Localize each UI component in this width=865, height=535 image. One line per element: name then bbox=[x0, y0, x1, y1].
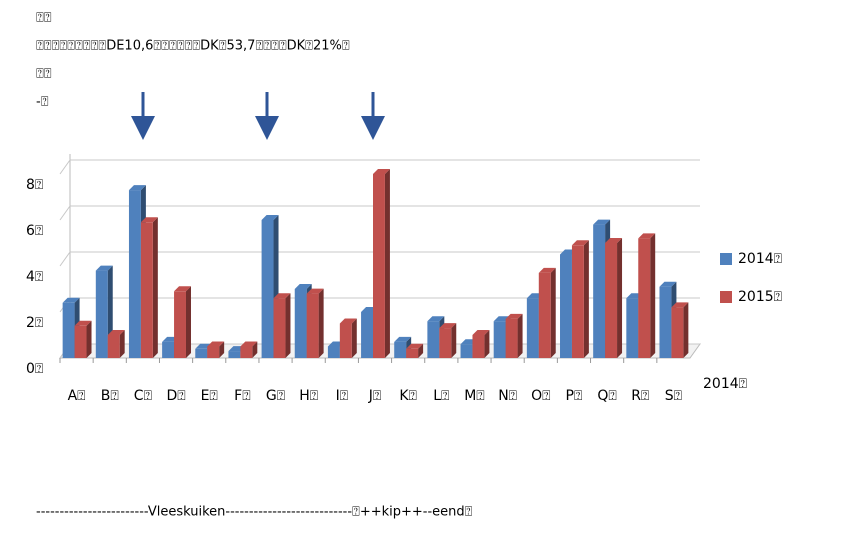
x-tick-label: H⍰ bbox=[299, 388, 318, 404]
annotation: ⍰⍰ bbox=[36, 67, 52, 82]
x-tick-label: J⍰ bbox=[368, 388, 382, 404]
x-tick-label: N⍰ bbox=[498, 388, 517, 404]
annotation: ⍰⍰ bbox=[36, 11, 52, 26]
x-tick-label: C⍰ bbox=[134, 388, 152, 404]
bar bbox=[538, 267, 556, 358]
x-tick-label: B⍰ bbox=[101, 388, 119, 404]
y-tick-label: 0⍰ bbox=[26, 361, 43, 377]
x-tick-label: O⍰ bbox=[531, 388, 550, 404]
x-tick-label: R⍰ bbox=[631, 388, 649, 404]
grid-line bbox=[59, 159, 700, 175]
x-tick-label: L⍰ bbox=[433, 388, 449, 404]
bar bbox=[571, 240, 589, 358]
x-tick-label: S⍰ bbox=[665, 388, 682, 404]
bar bbox=[140, 217, 158, 358]
x-tick-label: I⍰ bbox=[336, 388, 349, 404]
bar bbox=[207, 341, 225, 358]
y-tick-label: 4⍰ bbox=[26, 269, 43, 285]
bar bbox=[240, 341, 258, 358]
x-tick-label: M⍰ bbox=[464, 388, 484, 404]
legend-label: 2014⍰ bbox=[738, 251, 782, 267]
bar bbox=[174, 286, 191, 358]
bar bbox=[107, 330, 125, 358]
y-tick-label: 6⍰ bbox=[26, 223, 43, 239]
x-tick-label: D⍰ bbox=[166, 388, 185, 404]
bar bbox=[638, 233, 656, 358]
x-tick-label: G⍰ bbox=[266, 388, 285, 404]
bar bbox=[373, 169, 390, 358]
x-tick-label: P⍰ bbox=[566, 388, 583, 404]
annotation: -⍰ bbox=[36, 95, 49, 110]
x-axis-label: ------------------------Vleeskuiken-----… bbox=[36, 505, 473, 520]
grid-line bbox=[59, 205, 700, 221]
bar bbox=[605, 238, 623, 358]
x-tick-label: F⍰ bbox=[234, 388, 250, 404]
y-tick-label: 2⍰ bbox=[26, 315, 43, 331]
bar bbox=[439, 323, 457, 358]
x-tick-label: Q⍰ bbox=[597, 388, 616, 404]
legend-swatch bbox=[720, 291, 732, 303]
legend-swatch bbox=[720, 253, 732, 265]
grid-line bbox=[59, 251, 700, 267]
x-tick-label: A⍰ bbox=[68, 388, 86, 404]
bar bbox=[406, 343, 424, 358]
annotation: ⍰⍰⍰⍰⍰⍰⍰⍰⍰DE10,6⍰⍰⍰⍰⍰⍰DK⍰53,7⍰⍰⍰⍰DK⍰21%⍰ bbox=[36, 39, 350, 54]
bar bbox=[273, 293, 291, 358]
bar bbox=[505, 313, 523, 358]
bar bbox=[74, 320, 92, 358]
legend-label: 2015⍰ bbox=[738, 289, 782, 305]
bar bbox=[339, 318, 357, 358]
x-tick-label: K⍰ bbox=[399, 388, 417, 404]
bar bbox=[671, 302, 689, 358]
bar bbox=[472, 330, 490, 358]
y-tick-label: 8⍰ bbox=[26, 177, 43, 193]
x-tick-label: E⍰ bbox=[201, 388, 218, 404]
depth-label: 2014⍰ bbox=[703, 376, 747, 392]
bar bbox=[306, 288, 324, 358]
